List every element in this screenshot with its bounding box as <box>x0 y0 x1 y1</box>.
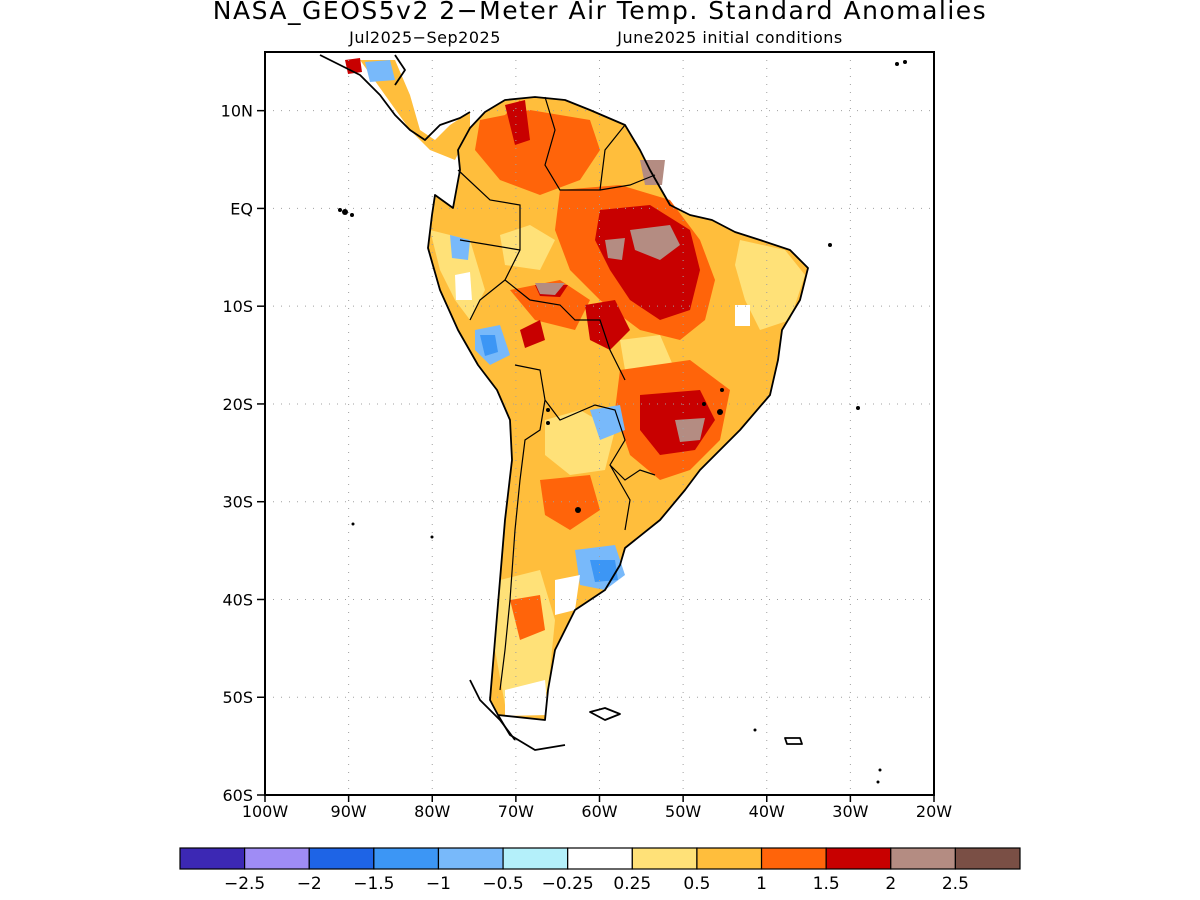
colorbar-label: 2.5 <box>942 874 969 894</box>
country-borders <box>457 96 656 691</box>
colorbar-labels: −2.5 −2 −1.5 −1 −0.5 −0.25 0.25 0.5 1 1.5 2 2.5 <box>224 874 969 894</box>
colorbar-swatch <box>502 847 569 870</box>
lon-label: 60W <box>581 802 617 821</box>
colorbar-label: 2 <box>885 874 896 894</box>
colorbar-label: −0.25 <box>542 874 594 894</box>
colorbar-label: 1.5 <box>813 874 840 894</box>
latitude-labels: 10N EQ 10S 20S 30S 40S 50S 60S <box>221 102 253 805</box>
colorbar-swatch <box>890 847 956 870</box>
colorbar-label: −0.5 <box>482 874 523 894</box>
lon-label: 30W <box>832 802 868 821</box>
forecast-period: Jul2025−Sep2025 <box>349 28 501 47</box>
colorbar-swatch <box>179 847 246 870</box>
colorbar-label: 0.5 <box>683 874 710 894</box>
colorbar-swatch <box>373 847 440 870</box>
colorbar-swatch <box>954 847 1021 870</box>
map-title: NASA_GEOS5v2 2−Meter Air Temp. Standard … <box>212 0 988 25</box>
colorbar-label: −1.5 <box>353 874 394 894</box>
lat-label: 40S <box>222 590 253 609</box>
colorbar-swatch <box>696 847 763 870</box>
colorbar-swatch <box>244 847 310 870</box>
lat-label: EQ <box>230 199 253 218</box>
lat-label: 60S <box>222 786 253 805</box>
colorbar-label: −2 <box>297 874 322 894</box>
longitude-labels: 100W 90W 80W 70W 60W 50W 40W 30W 20W <box>242 802 952 821</box>
lat-label: 10S <box>222 297 253 316</box>
lat-label: 20S <box>222 395 253 414</box>
coastlines <box>319 54 809 751</box>
islands <box>338 60 907 784</box>
colorbar-swatch <box>437 847 504 870</box>
colorbar-label: −2.5 <box>224 874 265 894</box>
anomaly-shading <box>345 58 808 720</box>
lon-label: 90W <box>331 802 367 821</box>
tick-marks <box>257 109 935 802</box>
initial-conditions: June2025 initial conditions <box>617 28 843 47</box>
colorbar-swatch <box>308 847 375 870</box>
lat-label: 10N <box>221 102 253 121</box>
lat-label: 50S <box>222 688 253 707</box>
colorbar-swatch <box>631 847 698 870</box>
lon-label: 20W <box>916 802 952 821</box>
lon-label: 70W <box>498 802 534 821</box>
map-area <box>265 52 934 795</box>
colorbar-swatch <box>825 847 892 870</box>
colorbar-label: 0.25 <box>613 874 651 894</box>
lon-label: 100W <box>242 802 289 821</box>
colorbar <box>179 847 1021 870</box>
colorbar-swatch <box>760 847 827 870</box>
colorbar-label: −1 <box>426 874 451 894</box>
lon-label: 50W <box>665 802 701 821</box>
colorbar-label: 1 <box>756 874 767 894</box>
lat-label: 30S <box>222 493 253 512</box>
lon-label: 40W <box>749 802 785 821</box>
colorbar-swatch <box>567 847 633 870</box>
lon-label: 80W <box>414 802 450 821</box>
